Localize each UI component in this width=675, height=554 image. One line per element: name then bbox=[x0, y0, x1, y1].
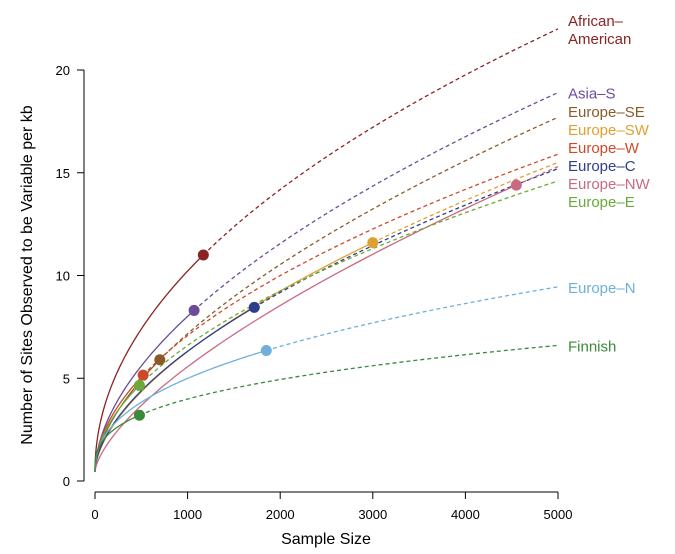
sample-size-marker bbox=[137, 369, 149, 381]
sample-size-marker bbox=[197, 249, 209, 261]
series-curves bbox=[94, 28, 559, 472]
series-extrapolated-line bbox=[193, 92, 559, 311]
sample-size-marker bbox=[133, 409, 145, 421]
series-label: Europe–NW bbox=[568, 176, 651, 193]
series-observed-line bbox=[94, 349, 267, 472]
series-observed-line bbox=[94, 384, 140, 472]
x-tick-label: 4000 bbox=[451, 507, 480, 522]
y-tick-label: 20 bbox=[56, 63, 70, 78]
series-extrapolated-line bbox=[516, 165, 559, 186]
series-extrapolated-line bbox=[266, 286, 559, 352]
y-tick-label: 15 bbox=[56, 166, 70, 181]
series-extrapolated-line bbox=[139, 344, 559, 416]
series-label: Europe–N bbox=[568, 280, 636, 297]
x-tick-label: 1000 bbox=[173, 507, 202, 522]
x-tick-label: 3000 bbox=[358, 507, 387, 522]
sample-size-marker bbox=[133, 379, 145, 391]
series-label: Europe–E bbox=[568, 194, 635, 211]
series-label: Europe–SE bbox=[568, 104, 645, 121]
x-tick-label: 0 bbox=[91, 507, 98, 522]
y-tick-label: 0 bbox=[63, 474, 70, 489]
sample-size-marker bbox=[510, 179, 522, 191]
y-axis-ticks: 0 5 10 15 20 bbox=[56, 63, 84, 489]
series-extrapolated-line bbox=[372, 161, 559, 244]
x-tick-label: 2000 bbox=[266, 507, 295, 522]
y-tick-label: 10 bbox=[56, 269, 70, 284]
series-observed-line bbox=[94, 359, 161, 472]
x-axis-title: Sample Size bbox=[281, 531, 371, 548]
sample-size-marker bbox=[154, 354, 166, 366]
series-observed-line bbox=[94, 414, 140, 472]
sample-size-markers bbox=[133, 179, 522, 421]
series-extrapolated-line bbox=[202, 28, 559, 256]
series-labels: African– American Asia–SEurope–SEEurope–SW… bbox=[568, 13, 651, 355]
series-extrapolated-line bbox=[142, 153, 559, 376]
series-label: Europe–SW bbox=[568, 122, 650, 139]
series-label: African– American bbox=[568, 13, 631, 48]
sample-size-marker bbox=[248, 301, 260, 313]
sample-size-marker bbox=[188, 304, 200, 316]
axes bbox=[83, 70, 558, 493]
series-label: Europe–W bbox=[568, 140, 640, 157]
series-observed-line bbox=[94, 184, 517, 472]
sample-size-marker bbox=[260, 345, 272, 357]
series-extrapolated-line bbox=[159, 116, 559, 361]
x-tick-label: 5000 bbox=[544, 507, 573, 522]
series-observed-line bbox=[94, 254, 204, 472]
x-axis-ticks: 0 1000 2000 3000 4000 5000 bbox=[91, 492, 572, 522]
sample-size-marker bbox=[367, 237, 379, 249]
series-extrapolated-line bbox=[138, 180, 559, 386]
y-tick-label: 5 bbox=[63, 371, 70, 386]
series-label: Finnish bbox=[568, 338, 616, 355]
y-axis-title: Number of Sites Observed to be Variable … bbox=[19, 105, 36, 445]
series-observed-line bbox=[94, 306, 255, 472]
series-label: Asia–S bbox=[568, 86, 616, 103]
series-label: Europe–C bbox=[568, 158, 636, 175]
